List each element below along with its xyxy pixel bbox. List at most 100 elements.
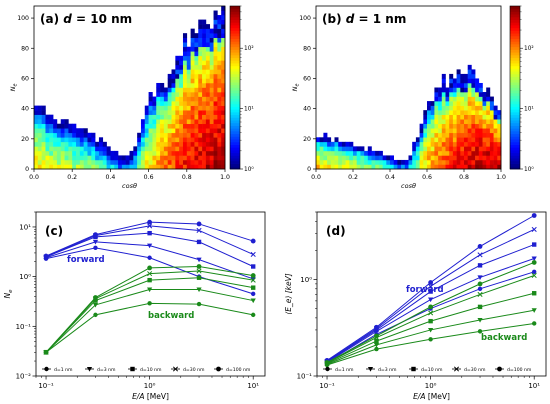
heatmap-cell [345, 164, 350, 170]
heatmap-cell [163, 92, 168, 97]
heatmap-cell [217, 159, 222, 165]
heatmap-cell [456, 137, 461, 143]
heatmap-cell [486, 101, 491, 106]
heatmap-cell [171, 146, 176, 152]
heatmap-cell [489, 132, 494, 138]
heatmap-cell [441, 96, 446, 102]
heatmap-cell [375, 150, 380, 156]
heatmap-cell [486, 132, 491, 138]
heatmap-cell [382, 164, 387, 170]
y-tick-label: 60 [303, 75, 311, 82]
heatmap-cell [160, 150, 165, 156]
heatmap-cell [349, 150, 354, 156]
heatmap-cell [323, 132, 328, 138]
heatmap-cell [133, 164, 138, 170]
heatmap-cell [423, 137, 428, 143]
heatmap-cell [316, 150, 320, 156]
colorbar-swatch [510, 22, 520, 26]
heatmap-cell [190, 37, 195, 43]
heatmap-cell [464, 164, 468, 170]
colorbar-swatch [510, 163, 520, 167]
heatmap-cell [64, 119, 69, 125]
heatmap-cell [175, 55, 180, 61]
data-point [374, 327, 379, 333]
heatmap-cell [486, 164, 491, 170]
heatmap-cell [475, 114, 480, 120]
heatmap-cell [475, 155, 480, 161]
heatmap-cell [467, 73, 472, 79]
colorbar-swatch [230, 41, 240, 45]
data-point [43, 253, 49, 259]
heatmap-cell [129, 164, 134, 170]
heatmap-cell [179, 105, 184, 111]
heatmap-cell [341, 155, 346, 161]
heatmap-cell [182, 132, 188, 138]
heatmap-cell [493, 159, 498, 165]
heatmap-cell [489, 159, 494, 165]
heatmap-cell [356, 164, 361, 170]
heatmap-cell [221, 128, 226, 134]
heatmap-cell [167, 73, 172, 79]
heatmap-cell [198, 132, 203, 138]
heatmap-cell [493, 146, 498, 152]
heatmap-cell [175, 110, 180, 115]
heatmap-cell [221, 164, 226, 170]
heatmap-cell [186, 51, 191, 57]
heatmap-cell [87, 164, 92, 170]
legend-entry: d=30 nm [183, 367, 205, 373]
heatmap-cell [205, 64, 211, 70]
heatmap-cell [95, 164, 100, 170]
heatmap-cell [202, 33, 207, 38]
heatmap-cell [493, 123, 498, 129]
heatmap-cell [91, 146, 96, 152]
heatmap-cell [445, 92, 450, 97]
heatmap-cell [497, 146, 502, 152]
heatmap-cell [441, 137, 446, 143]
heatmap-cell [427, 132, 431, 138]
colorbar-swatch [510, 152, 520, 156]
heatmap-cell [217, 24, 222, 29]
heatmap-cell [114, 150, 119, 156]
heatmap-cell [221, 64, 226, 70]
heatmap-cell [179, 110, 184, 115]
heatmap-cell [37, 137, 42, 143]
heatmap-cell [190, 78, 195, 84]
heatmap-cell [497, 137, 502, 143]
heatmap-cell [202, 128, 207, 134]
heatmap-cell [163, 123, 168, 129]
heatmap-cell [221, 33, 226, 38]
heatmap-cell [452, 164, 457, 170]
heatmap-cell [478, 123, 483, 129]
heatmap-cell [393, 164, 398, 170]
heatmap-cell [175, 114, 180, 120]
heatmap-cell [209, 128, 214, 134]
data-point [374, 338, 379, 344]
heatmap-cell [205, 110, 211, 115]
heatmap-cell [221, 87, 226, 93]
heatmap-cell [37, 141, 42, 147]
heatmap-cell [175, 132, 180, 138]
heatmap-cell [160, 146, 165, 152]
x-tick-label: 10⁻¹ [38, 382, 54, 390]
heatmap-cell [221, 28, 226, 34]
legend-entry: d=30 nm [464, 367, 486, 373]
heatmap-cell [79, 137, 84, 143]
heatmap-cell [156, 96, 161, 102]
heatmap-cell [160, 92, 165, 97]
heatmap-cell [316, 155, 320, 161]
heatmap-cell [194, 73, 199, 79]
heatmap-cell [221, 69, 226, 75]
data-point [43, 349, 49, 355]
heatmap-cell [327, 155, 332, 161]
colorbar-swatch [510, 87, 520, 91]
data-point [147, 265, 153, 271]
heatmap-cell [167, 96, 172, 102]
heatmap-cell [156, 87, 161, 93]
heatmap-cell [493, 119, 498, 125]
heatmap-cell [156, 114, 161, 120]
heatmap-cell [175, 82, 180, 88]
heatmap-cell [53, 128, 58, 134]
heatmap-cell [213, 146, 218, 152]
heatmap-cell [198, 114, 203, 120]
group-label-forward: forward [406, 285, 444, 295]
